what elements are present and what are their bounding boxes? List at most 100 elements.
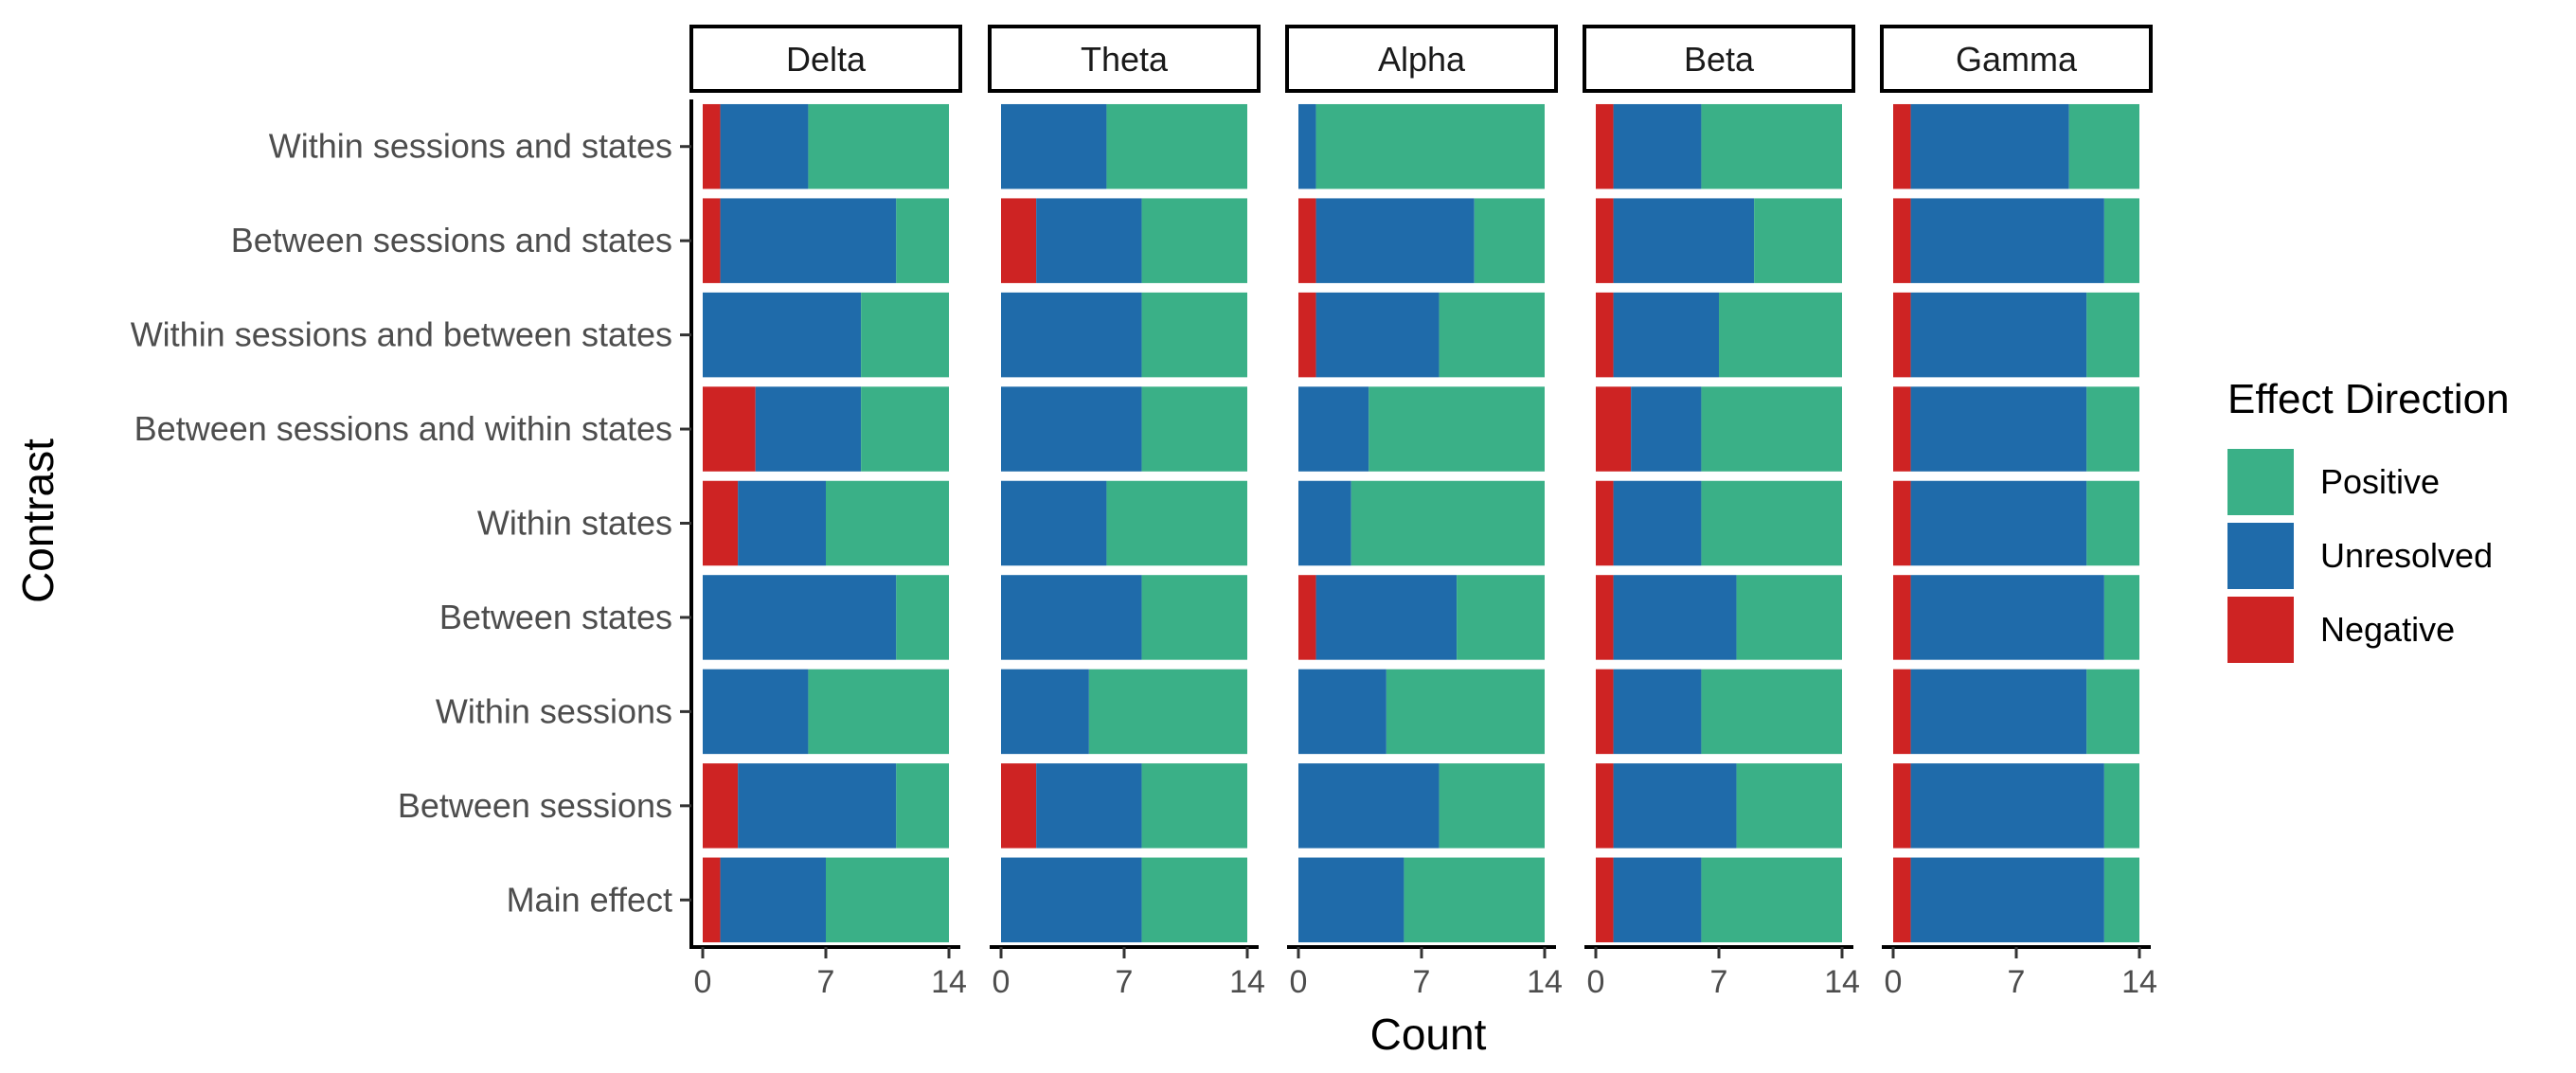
x-tick-label: 7 — [1710, 964, 1728, 1000]
y-tick-label: Within states — [477, 504, 672, 543]
bar-negative — [703, 386, 756, 472]
bar-unresolved — [1910, 292, 2087, 378]
bar-negative — [1596, 480, 1614, 566]
bar-unresolved — [1298, 103, 1316, 189]
bar-positive — [2086, 386, 2139, 472]
bar-negative — [1596, 386, 1632, 472]
bar-positive — [2103, 857, 2139, 943]
x-tick-label: 14 — [2121, 964, 2157, 1000]
y-tick-label: Within sessions and between states — [131, 315, 672, 354]
bar-unresolved — [1001, 103, 1107, 189]
bar-unresolved — [1036, 198, 1142, 283]
bar-unresolved — [1631, 386, 1702, 472]
bar-negative — [1001, 763, 1037, 849]
x-tick-label: 0 — [1290, 964, 1308, 1000]
bar-unresolved — [1298, 480, 1351, 566]
bar-unresolved — [1001, 669, 1089, 755]
x-tick-label: 7 — [2008, 964, 2026, 1000]
facet-strip-label: Alpha — [1378, 40, 1466, 79]
bar-negative — [1596, 857, 1614, 943]
legend-key-negative — [2227, 597, 2294, 663]
bar-unresolved — [1613, 763, 1737, 849]
x-tick-label: 0 — [1587, 964, 1605, 1000]
facet-strip-label: Delta — [786, 40, 867, 79]
y-tick-label: Between states — [439, 598, 672, 636]
facet-strip-label: Gamma — [1956, 40, 2078, 79]
y-tick-label: Between sessions — [398, 786, 672, 825]
panel-gamma: Gamma 0 7 14 — [1880, 25, 2157, 1000]
bar-negative — [1893, 292, 1911, 378]
bar-unresolved — [1298, 763, 1440, 849]
bar-positive — [896, 575, 949, 660]
bar-unresolved — [1315, 292, 1440, 378]
bar-negative — [1596, 669, 1614, 755]
y-tick-label: Within sessions and states — [269, 127, 672, 166]
bar-positive — [1439, 763, 1545, 849]
bar-positive — [2103, 763, 2139, 849]
facet-strip — [1880, 25, 2153, 93]
bar-unresolved — [1910, 103, 2069, 189]
bar-unresolved — [1613, 669, 1702, 755]
bar-negative — [1893, 198, 1911, 283]
bar-unresolved — [1001, 575, 1142, 660]
bar-positive — [2086, 669, 2139, 755]
bar-unresolved — [1298, 386, 1369, 472]
bar-unresolved — [1613, 575, 1737, 660]
bar-positive — [2068, 103, 2139, 189]
bar-unresolved — [1001, 292, 1142, 378]
legend: Effect Direction Positive Unresolved Negat… — [2227, 376, 2510, 663]
bar-unresolved — [1910, 857, 2104, 943]
bar-unresolved — [1315, 575, 1458, 660]
bar-unresolved — [1298, 857, 1404, 943]
x-tick-label: 0 — [993, 964, 1011, 1000]
bar-positive — [1386, 669, 1545, 755]
bar-unresolved — [1613, 857, 1702, 943]
legend-key-positive — [2227, 449, 2294, 515]
y-tick-label: Between sessions and within states — [134, 409, 672, 448]
x-axis-title: Count — [1370, 1010, 1487, 1059]
bar-positive — [1736, 763, 1842, 849]
bar-negative — [703, 763, 739, 849]
bar-positive — [1439, 292, 1545, 378]
bar-unresolved — [1910, 575, 2104, 660]
bar-negative — [703, 480, 739, 566]
x-tick-label: 14 — [1824, 964, 1860, 1000]
bar-negative — [1298, 198, 1316, 283]
panel-alpha: Alpha 0 7 14 — [1285, 25, 1563, 1000]
bar-positive — [2103, 198, 2139, 283]
bar-positive — [1701, 386, 1842, 472]
bar-positive — [861, 386, 949, 472]
bar-unresolved — [720, 857, 826, 943]
facet-strip — [1583, 25, 1855, 93]
bar-unresolved — [703, 292, 862, 378]
bar-negative — [703, 103, 721, 189]
bar-positive — [1141, 386, 1247, 472]
bar-positive — [1701, 103, 1842, 189]
panel-beta: Beta 0 7 14 — [1583, 25, 1860, 1000]
bar-positive — [896, 198, 949, 283]
bar-negative — [1596, 292, 1614, 378]
bar-positive — [1719, 292, 1842, 378]
x-tick-label: 7 — [1116, 964, 1134, 1000]
panel-theta: Theta 0 7 14 — [988, 25, 1265, 1000]
x-tick-label: 14 — [931, 964, 967, 1000]
bar-positive — [808, 669, 949, 755]
x-tick-label: 14 — [1229, 964, 1265, 1000]
bar-negative — [1893, 857, 1911, 943]
bar-unresolved — [1910, 480, 2087, 566]
bar-positive — [1701, 857, 1842, 943]
bar-positive — [1106, 480, 1247, 566]
bar-positive — [1141, 575, 1247, 660]
bar-positive — [1141, 198, 1247, 283]
y-tick-label: Main effect — [507, 880, 672, 919]
legend-label-unresolved: Unresolved — [2320, 536, 2493, 575]
legend-label-negative: Negative — [2320, 610, 2455, 649]
bar-unresolved — [738, 763, 897, 849]
bar-negative — [1001, 198, 1037, 283]
facet-strip — [988, 25, 1261, 93]
bar-negative — [1893, 480, 1911, 566]
bar-negative — [1596, 198, 1614, 283]
bar-positive — [1736, 575, 1842, 660]
x-tick-label: 14 — [1527, 964, 1563, 1000]
